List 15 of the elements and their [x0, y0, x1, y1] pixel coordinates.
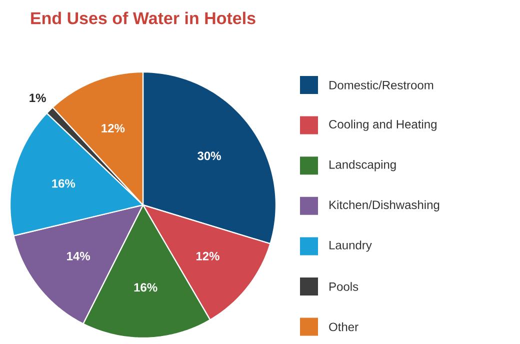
- data-label: 16%: [52, 179, 76, 188]
- legend-label: Domestic/Restroom: [330, 80, 434, 90]
- legend-label: Landscaping: [330, 160, 396, 172]
- legend-label: Cooling and Heating: [329, 120, 436, 131]
- legend-label: Other: [329, 322, 358, 332]
- chart-title: End Uses of Water in Hotels: [31, 12, 256, 24]
- data-label: 1%: [30, 94, 46, 102]
- data-label: 30%: [198, 152, 221, 160]
- data-label: 12%: [196, 252, 220, 260]
- legend-label: Kitchen/Dishwashing: [330, 200, 440, 212]
- legend-label: Laundry: [330, 240, 372, 252]
- data-label: 16%: [134, 283, 158, 292]
- data-label: 14%: [67, 252, 90, 260]
- data-label: 12%: [102, 124, 125, 132]
- legend-label: Pools: [330, 282, 358, 291]
